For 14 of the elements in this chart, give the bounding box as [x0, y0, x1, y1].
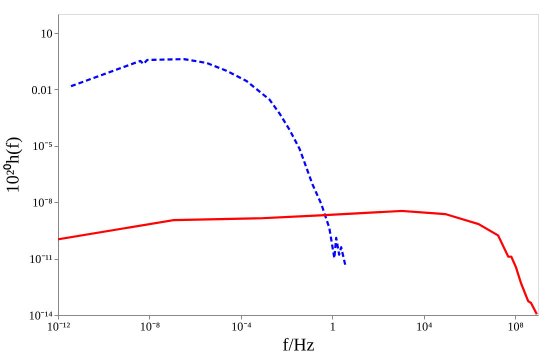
x-tick-label: 10⁻⁴	[231, 320, 252, 334]
y-tick-label: 10⁻¹⁴	[28, 308, 52, 322]
y-axis-title: 10²⁰h(f)	[2, 136, 23, 194]
x-tick-label: 10⁴	[416, 320, 432, 334]
y-tick-label: 10	[40, 26, 52, 40]
x-tick-label: 10⁻⁸	[140, 320, 160, 334]
x-tick-label: 1	[330, 320, 336, 334]
x-tick-label: 10⁸	[508, 320, 524, 334]
y-tick-label: 0.01	[32, 82, 52, 97]
x-tick-label: 10⁻¹²	[46, 320, 70, 334]
x-axis-title: f/Hz	[282, 334, 314, 354]
y-tick-label: 10⁻⁸	[32, 196, 52, 210]
y-tick-label: 10⁻⁵	[32, 139, 52, 154]
y-tick-label: 10⁻¹¹	[29, 252, 53, 266]
